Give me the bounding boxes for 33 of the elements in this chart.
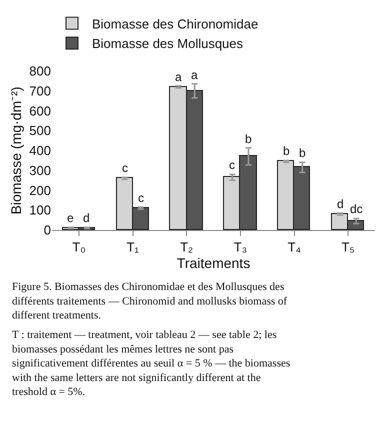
annotation: b [283, 144, 290, 158]
y-tick-label: 400 [29, 143, 51, 158]
y-tick-label: 600 [29, 103, 51, 118]
y-tick-label: 200 [29, 182, 51, 198]
annotation: a [175, 70, 182, 84]
annotation: d [337, 197, 344, 211]
annotation: a [191, 68, 198, 82]
legend-label: Biomasse des Mollusques [92, 36, 244, 52]
x-tick-label: T₃ [234, 240, 248, 255]
annotation: b [299, 146, 306, 160]
text: T : traitement — treatment, voir tableau 2 — see table 2; les biomasses possédant les mêmes lettres ne sont pas significativement différentes au seuil α = 5 % — the biomasses with the same letters are not significantly different at the treshold α = 5%. [12, 329, 290, 398]
y-tick-label: 300 [29, 162, 51, 178]
annotation: c [138, 191, 144, 205]
caption: Figure 5. Biomasses des Chironomidae et des Mollusques des différents traitements — Chironomid and mollusks biomass of different treatments. [12, 281, 288, 322]
y-tick-label: 100 [29, 202, 51, 218]
y-tick-label: 800 [29, 64, 51, 79]
annotation: d [83, 211, 90, 225]
x-axis-title: Traitements [176, 254, 250, 271]
y-tick-label: 0 [44, 222, 51, 238]
annotation: dc [350, 202, 363, 216]
y-axis-title: Biomasse (mg·dm⁻²) [8, 86, 24, 214]
x-tick-label: T₄ [288, 240, 301, 255]
annotation: c [229, 158, 235, 172]
y-tick-label: 500 [29, 123, 51, 138]
legend-label: Biomasse des Chironomidae [92, 16, 258, 32]
x-tick-label: T₅ [341, 240, 355, 255]
x-tick-label: T₀ [72, 240, 86, 255]
annotation: b [245, 132, 252, 146]
y-tick-label: 700 [29, 83, 51, 98]
x-tick-label: T₁ [126, 240, 140, 255]
x-tick-label: T₂ [180, 240, 194, 255]
annotation: e [67, 211, 74, 225]
annotation: c [122, 161, 128, 175]
